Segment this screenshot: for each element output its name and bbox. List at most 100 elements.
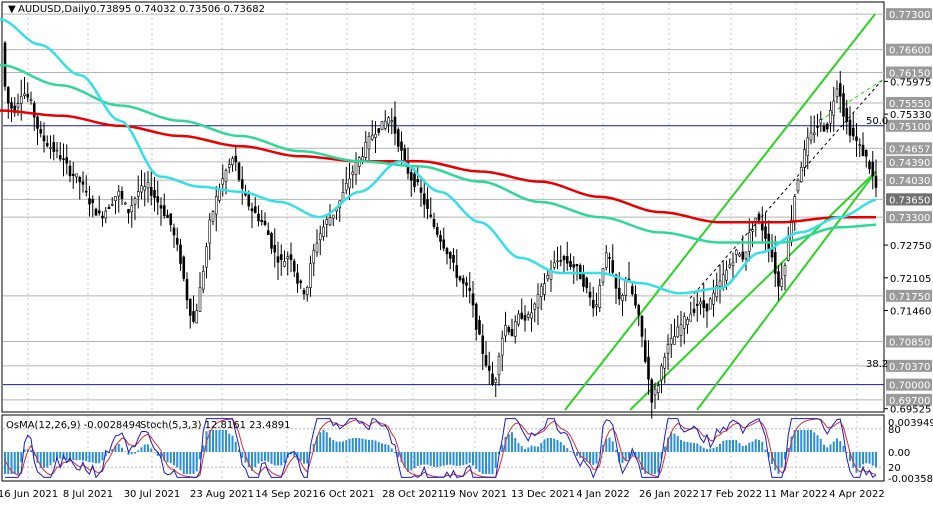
candle-body: [858, 144, 862, 146]
candle-body: [224, 170, 228, 183]
candle-body: [702, 300, 706, 309]
osma-bar: [381, 443, 383, 452]
osma-bar: [550, 438, 552, 452]
candle-body: [741, 251, 745, 260]
price-tag-label: 0.74390: [889, 158, 930, 169]
osma-bar: [758, 440, 760, 452]
candle-body: [731, 262, 735, 266]
osma-bar: [540, 442, 543, 452]
candle-body: [799, 167, 803, 183]
date-tick-label: 17 Feb 2022: [700, 489, 762, 500]
osma-bar: [660, 452, 663, 459]
osma-bar: [137, 450, 140, 452]
osma-bar: [865, 452, 868, 464]
osma-bar: [806, 430, 809, 452]
price-tag-bg: [886, 174, 932, 187]
indicator-tick-label: 80: [888, 425, 901, 436]
candle-body: [367, 135, 371, 150]
candle-body: [442, 239, 446, 249]
osma-bar: [225, 430, 227, 452]
candle-body: [179, 244, 182, 264]
osma-bar: [790, 436, 793, 452]
osma-bar: [683, 441, 686, 452]
candle-body: [250, 208, 254, 212]
candle-body: [546, 275, 550, 280]
osma-bar: [189, 452, 192, 474]
candle-body: [816, 126, 819, 128]
osma-bar: [33, 452, 36, 456]
candle-body: [624, 280, 628, 296]
price-tick-label: 0.75330: [890, 110, 931, 121]
osma-bar: [611, 441, 614, 452]
candle-body: [192, 311, 195, 322]
osma-bar: [98, 452, 101, 464]
candle-body: [409, 172, 413, 181]
candle-body: [42, 135, 46, 142]
osma-bar: [706, 449, 708, 452]
osma-bar: [277, 452, 279, 466]
osma-bar: [712, 448, 715, 452]
candle-body: [533, 303, 537, 310]
osma-bar: [221, 430, 224, 452]
candle-body: [247, 194, 251, 207]
osma-bar: [741, 445, 744, 452]
osma-bar: [556, 440, 559, 452]
osma-bar: [85, 452, 88, 462]
osma-bar: [264, 452, 266, 461]
osma-bar: [735, 440, 738, 452]
candle-body: [325, 219, 329, 225]
osma-bar: [36, 452, 39, 463]
channel-line: [564, 13, 876, 411]
candle-body: [101, 215, 104, 219]
candle-body: [110, 204, 114, 206]
price-tag-bg: [886, 211, 932, 224]
osma-bar: [836, 438, 838, 452]
osma-bar: [387, 444, 390, 452]
candle-body: [695, 303, 699, 306]
date-tick-label: 19 Nov 2021: [443, 489, 507, 500]
candle-body: [266, 230, 270, 235]
candle-body: [705, 303, 709, 312]
osma-bar: [546, 438, 549, 452]
osma-bar: [533, 446, 536, 452]
osma-bar: [563, 445, 565, 452]
stoch-header: Stoch(5,3,3) 12.8161 23.4891: [140, 420, 291, 431]
channel-line: [696, 170, 877, 411]
osma-bar: [845, 452, 848, 454]
osma-bar: [410, 452, 413, 471]
price-tag-label: 0.70850: [889, 337, 930, 348]
osma-bar: [257, 452, 260, 464]
indicator-tick-label: -0.003584: [888, 474, 933, 485]
candle-body: [205, 246, 208, 268]
candle-body: [45, 143, 49, 147]
candle-body: [630, 286, 634, 295]
price-tag-bg: [886, 43, 932, 56]
candle-body: [49, 147, 52, 149]
osma-bar: [117, 443, 120, 452]
price-tag-bg: [886, 289, 932, 302]
candle-body: [169, 213, 173, 226]
candle-body: [351, 171, 355, 175]
candle-body: [562, 256, 566, 261]
candle-body: [374, 134, 377, 138]
osma-bar: [215, 430, 218, 452]
candle-body: [601, 268, 605, 283]
candle-body: [842, 93, 845, 117]
candle-body: [413, 173, 416, 188]
price-tick-label: 0.72750: [890, 241, 931, 252]
osma-bar: [839, 440, 842, 452]
osma-bar: [420, 452, 422, 465]
candle-body: [133, 198, 137, 205]
osma-bar: [517, 443, 520, 452]
candle-body: [689, 313, 693, 322]
osma-bar: [338, 441, 341, 452]
osma-bar: [130, 452, 133, 455]
osma-bar: [816, 435, 819, 452]
osma-bar: [524, 448, 526, 452]
candle-body: [81, 181, 85, 185]
candle-body: [426, 199, 429, 209]
candle-body: [588, 291, 592, 298]
price-tag-bg: [886, 335, 932, 348]
candle-body: [214, 196, 218, 215]
